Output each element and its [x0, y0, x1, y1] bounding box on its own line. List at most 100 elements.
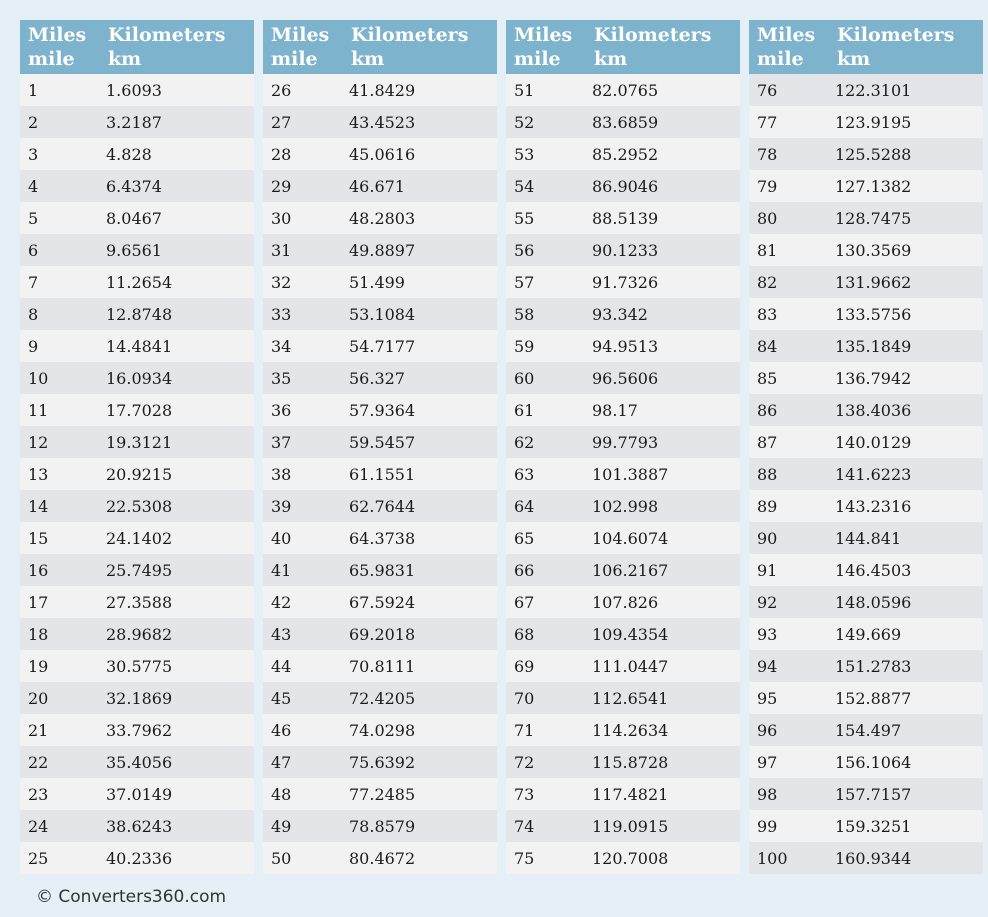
km-value: 112.6541	[586, 682, 740, 714]
miles-value: 42	[263, 586, 343, 618]
table-row: 58 93.342	[506, 298, 740, 330]
miles-header-unit: mile	[28, 48, 75, 70]
km-header-label: Kilometers	[594, 24, 712, 46]
km-value: 104.6074	[586, 522, 740, 554]
table-row: 20 32.1869	[20, 682, 254, 714]
table-row: 66 106.2167	[506, 554, 740, 586]
table-row: 36 57.9364	[263, 394, 497, 426]
km-value: 8.0467	[100, 202, 254, 234]
km-value: 24.1402	[100, 522, 254, 554]
miles-value: 45	[263, 682, 343, 714]
km-value: 94.9513	[586, 330, 740, 362]
miles-value: 26	[263, 74, 343, 106]
miles-value: 74	[506, 810, 586, 842]
table-body: 51 82.0765 52 83.6859 53 85.2952 54 86.9046 55 88…	[506, 74, 740, 874]
miles-value: 59	[506, 330, 586, 362]
miles-value: 31	[263, 234, 343, 266]
km-value: 4.828	[100, 138, 254, 170]
miles-header-unit: mile	[271, 48, 318, 70]
km-value: 133.5756	[829, 298, 983, 330]
miles-value: 6	[20, 234, 100, 266]
table-row: 79 127.1382	[749, 170, 983, 202]
km-value: 56.327	[343, 362, 497, 394]
miles-value: 19	[20, 650, 100, 682]
miles-value: 15	[20, 522, 100, 554]
km-value: 30.5775	[100, 650, 254, 682]
table-row: 70 112.6541	[506, 682, 740, 714]
miles-value: 20	[20, 682, 100, 714]
km-value: 154.497	[829, 714, 983, 746]
km-value: 135.1849	[829, 330, 983, 362]
km-value: 120.7008	[586, 842, 740, 874]
km-value: 111.0447	[586, 650, 740, 682]
miles-header-label: Miles	[271, 24, 330, 46]
table-row: 8 12.8748	[20, 298, 254, 330]
kilometers-column-header: Kilometers km	[586, 20, 740, 74]
km-value: 49.8897	[343, 234, 497, 266]
table-row: 26 41.8429	[263, 74, 497, 106]
miles-value: 90	[749, 522, 829, 554]
miles-value: 93	[749, 618, 829, 650]
miles-value: 9	[20, 330, 100, 362]
table-row: 29 46.671	[263, 170, 497, 202]
miles-value: 14	[20, 490, 100, 522]
miles-value: 25	[20, 842, 100, 874]
km-header-unit: km	[351, 48, 385, 70]
table-row: 15 24.1402	[20, 522, 254, 554]
table-row: 35 56.327	[263, 362, 497, 394]
km-value: 151.2783	[829, 650, 983, 682]
table-row: 12 19.3121	[20, 426, 254, 458]
table-row: 90 144.841	[749, 522, 983, 554]
miles-value: 47	[263, 746, 343, 778]
miles-value: 7	[20, 266, 100, 298]
km-value: 107.826	[586, 586, 740, 618]
conversion-table-51-75: Miles mile Kilometers km 51 82.0765 52 83.685…	[506, 20, 740, 874]
miles-value: 18	[20, 618, 100, 650]
miles-value: 39	[263, 490, 343, 522]
miles-value: 65	[506, 522, 586, 554]
table-row: 75 120.7008	[506, 842, 740, 874]
miles-value: 51	[506, 74, 586, 106]
km-header-unit: km	[594, 48, 628, 70]
miles-column-header: Miles mile	[263, 20, 343, 74]
km-value: 149.669	[829, 618, 983, 650]
miles-value: 30	[263, 202, 343, 234]
km-value: 143.2316	[829, 490, 983, 522]
miles-value: 68	[506, 618, 586, 650]
table-row: 4 6.4374	[20, 170, 254, 202]
table-row: 49 78.8579	[263, 810, 497, 842]
table-row: 40 64.3738	[263, 522, 497, 554]
conversion-tables: Miles mile Kilometers km 1 1.6093 2 3.2187 3 4.…	[20, 20, 988, 874]
miles-value: 4	[20, 170, 100, 202]
km-value: 62.7644	[343, 490, 497, 522]
table-row: 27 43.4523	[263, 106, 497, 138]
km-header-label: Kilometers	[837, 24, 955, 46]
table-row: 95 152.8877	[749, 682, 983, 714]
table-row: 1 1.6093	[20, 74, 254, 106]
km-value: 146.4503	[829, 554, 983, 586]
km-value: 3.2187	[100, 106, 254, 138]
km-header-label: Kilometers	[351, 24, 469, 46]
km-value: 157.7157	[829, 778, 983, 810]
table-row: 3 4.828	[20, 138, 254, 170]
miles-header-label: Miles	[514, 24, 573, 46]
km-value: 69.2018	[343, 618, 497, 650]
table-row: 48 77.2485	[263, 778, 497, 810]
km-value: 59.5457	[343, 426, 497, 458]
miles-value: 53	[506, 138, 586, 170]
km-value: 148.0596	[829, 586, 983, 618]
table-row: 53 85.2952	[506, 138, 740, 170]
kilometers-column-header: Kilometers km	[343, 20, 497, 74]
miles-header-label: Miles	[757, 24, 816, 46]
km-value: 106.2167	[586, 554, 740, 586]
miles-value: 88	[749, 458, 829, 490]
miles-value: 98	[749, 778, 829, 810]
miles-value: 82	[749, 266, 829, 298]
miles-value: 75	[506, 842, 586, 874]
miles-column-header: Miles mile	[20, 20, 100, 74]
miles-value: 34	[263, 330, 343, 362]
miles-value: 100	[749, 842, 829, 874]
table-row: 92 148.0596	[749, 586, 983, 618]
km-value: 70.8111	[343, 650, 497, 682]
miles-value: 28	[263, 138, 343, 170]
